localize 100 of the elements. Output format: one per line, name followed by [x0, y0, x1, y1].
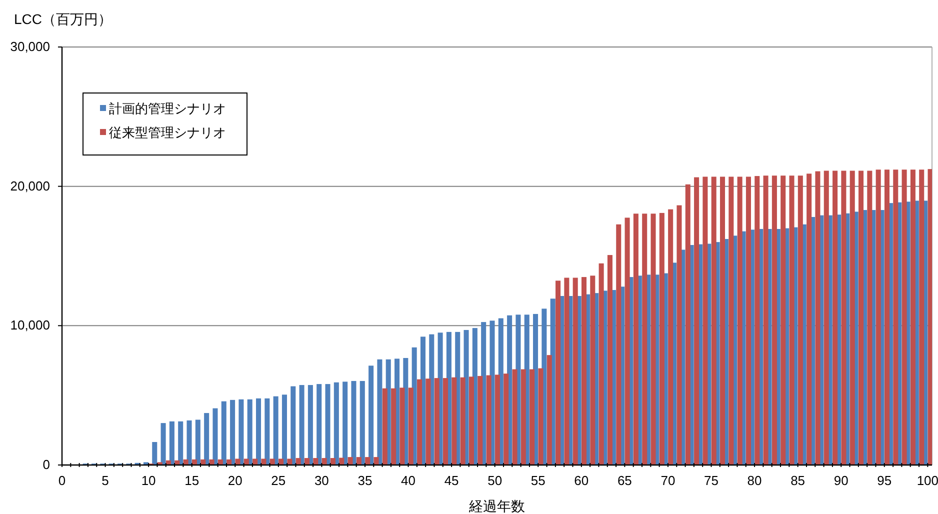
bar — [325, 384, 330, 465]
bar — [633, 214, 638, 465]
bar — [186, 420, 192, 465]
bar — [313, 458, 318, 465]
x-tick-label: 5 — [102, 473, 109, 488]
bar — [504, 374, 509, 465]
bar — [330, 458, 336, 465]
bar — [342, 382, 348, 465]
bar — [374, 457, 379, 465]
x-tick-label: 40 — [401, 473, 416, 488]
bar — [270, 458, 275, 465]
bar — [299, 385, 304, 465]
bar — [391, 388, 396, 465]
bar — [598, 263, 604, 465]
bar — [426, 378, 431, 465]
bar — [650, 214, 656, 465]
bar — [468, 376, 474, 465]
bar — [356, 457, 362, 465]
bar — [711, 176, 716, 465]
x-tick-label: 10 — [141, 473, 156, 488]
bar — [460, 377, 466, 465]
x-tick-label: 55 — [530, 473, 546, 488]
bar — [746, 176, 751, 465]
y-tick-label: 30,000 — [10, 39, 50, 54]
bar — [351, 380, 356, 465]
x-tick-label: 60 — [574, 473, 589, 488]
bar — [789, 176, 794, 465]
bar — [832, 170, 838, 465]
bar — [754, 176, 760, 465]
bar — [365, 457, 370, 465]
bar — [287, 458, 292, 465]
x-tick-label: 95 — [877, 473, 892, 488]
bar — [546, 355, 552, 465]
legend-label: 計画的管理シナリオ — [109, 101, 226, 116]
bar — [720, 176, 726, 465]
bar — [195, 420, 200, 465]
x-tick-label: 50 — [488, 473, 502, 488]
bar — [572, 278, 578, 465]
bar — [763, 176, 768, 465]
bar — [221, 401, 226, 465]
bar — [238, 399, 244, 465]
x-tick-label: 90 — [834, 473, 848, 488]
bar — [564, 278, 570, 465]
x-tick-label: 100 — [916, 473, 938, 488]
x-tick-label: 80 — [747, 473, 762, 488]
y-axis-title: LCC（百万円） — [14, 11, 112, 27]
bar — [178, 421, 184, 465]
bar — [884, 170, 890, 465]
bar — [442, 378, 448, 465]
bar — [382, 388, 388, 465]
bar — [494, 374, 500, 465]
y-tick-label: 10,000 — [10, 318, 50, 333]
bar — [278, 458, 284, 465]
bar — [737, 176, 742, 465]
bar — [876, 170, 881, 465]
bar — [902, 170, 907, 465]
bar — [377, 359, 382, 465]
bar — [261, 458, 266, 465]
x-tick-label: 20 — [228, 473, 242, 488]
bar — [919, 170, 924, 465]
bar — [400, 388, 405, 465]
x-tick-label: 45 — [444, 473, 459, 488]
x-tick-label: 25 — [271, 473, 286, 488]
bar — [772, 176, 777, 465]
bar — [252, 458, 258, 465]
bar — [642, 214, 648, 465]
bar — [244, 458, 249, 465]
bar — [780, 176, 786, 465]
x-tick-label: 70 — [660, 473, 676, 488]
bar — [334, 382, 339, 465]
bar — [204, 413, 210, 465]
bar — [152, 442, 158, 465]
bar — [815, 171, 820, 465]
x-tick-label: 75 — [704, 473, 718, 488]
bar — [581, 277, 587, 465]
bar — [304, 458, 310, 465]
bar — [322, 458, 327, 465]
bar — [659, 212, 664, 465]
bar — [212, 408, 218, 465]
bar — [169, 421, 174, 465]
y-tick-label: 20,000 — [10, 178, 50, 194]
bar — [282, 394, 287, 465]
bar — [694, 177, 700, 465]
x-tick-label: 65 — [617, 473, 632, 488]
bar — [478, 376, 483, 465]
bar — [702, 176, 708, 465]
bar — [824, 170, 829, 465]
x-tick-label: 15 — [184, 473, 200, 488]
bar — [316, 384, 322, 465]
bar — [668, 209, 674, 465]
bar — [858, 170, 864, 465]
bar — [408, 388, 414, 465]
bar — [512, 369, 518, 465]
bar — [850, 170, 855, 465]
bar — [910, 170, 916, 465]
bar — [530, 369, 535, 465]
bar — [893, 170, 898, 465]
bar — [590, 276, 596, 465]
bar — [160, 423, 166, 465]
bar — [256, 398, 262, 465]
